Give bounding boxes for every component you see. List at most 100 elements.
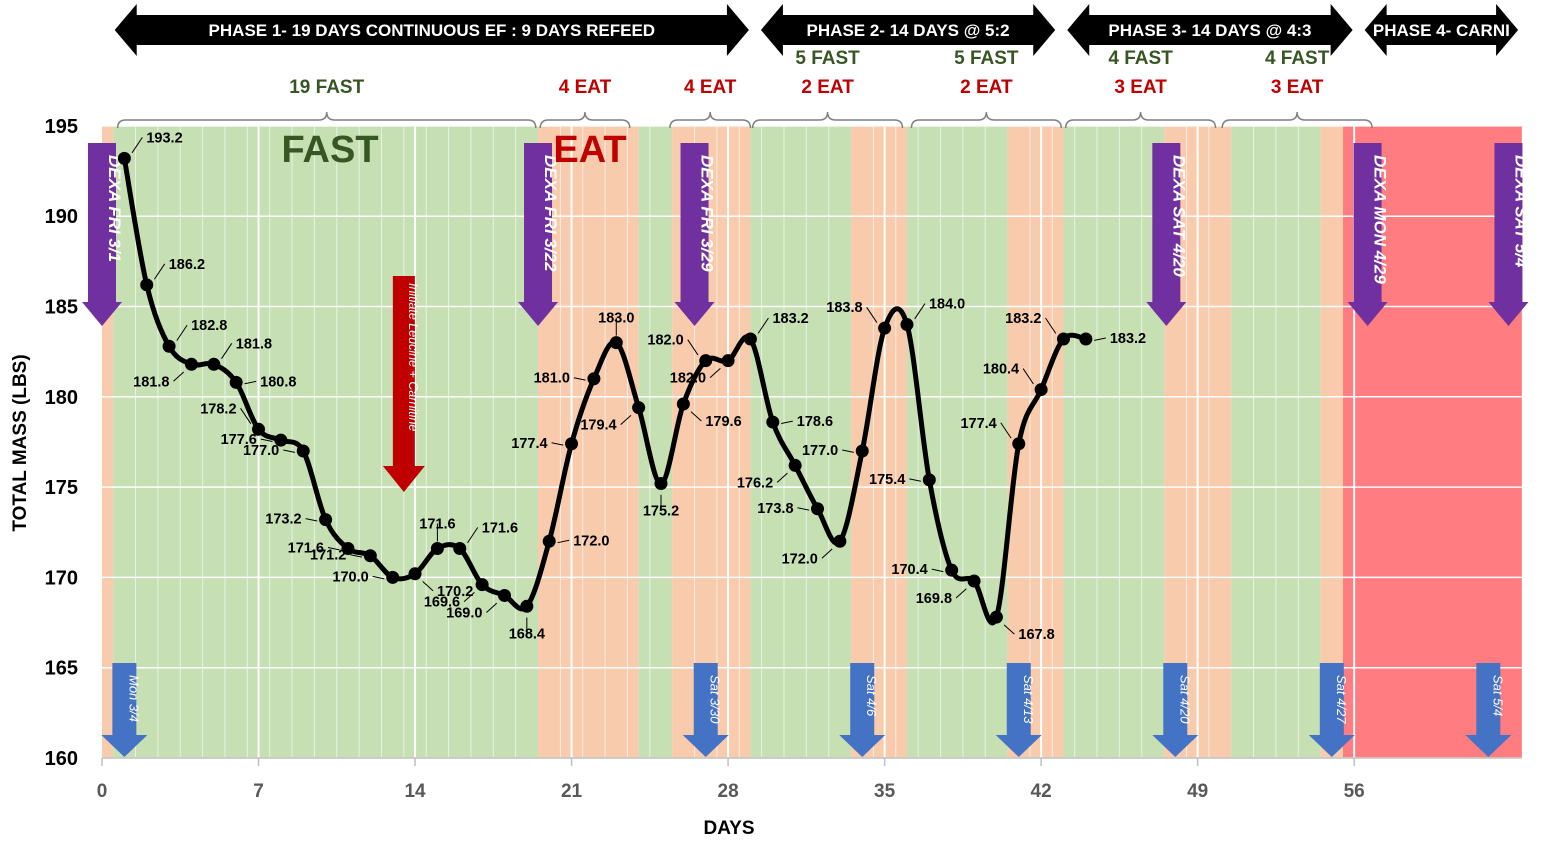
data-point	[967, 574, 981, 588]
data-point	[1012, 437, 1026, 451]
data-point	[386, 570, 400, 584]
brace-eat-label: 2 EAT	[801, 77, 854, 98]
phase-banner: PHASE 1- 19 DAYS CONTINUOUS EF : 9 DAYS …	[114, 4, 1519, 56]
y-tick-label: 165	[45, 658, 78, 680]
label-leader	[1003, 624, 1015, 635]
data-point	[1079, 332, 1093, 346]
label-leader	[221, 343, 233, 359]
data-label: 180.4	[983, 362, 1019, 378]
y-tick-label: 180	[45, 387, 78, 409]
x-tick-label: 7	[253, 781, 264, 802]
label-leader	[244, 380, 257, 385]
data-label: 183.2	[1110, 331, 1146, 347]
eat-annotation: EAT	[553, 129, 626, 171]
brace-4	[751, 111, 904, 129]
phase-label-4: PHASE 4- CARNI	[1373, 21, 1510, 40]
data-label: 184.0	[929, 297, 965, 313]
data-label: 177.6	[221, 432, 257, 448]
data-label: 183.0	[598, 311, 634, 327]
band-eat	[851, 125, 907, 758]
y-tick-label: 175	[45, 477, 78, 499]
data-point	[565, 437, 579, 451]
weigh-in-arrow	[839, 663, 886, 757]
fast-eat-bands	[102, 125, 1522, 758]
data-point	[833, 534, 847, 548]
data-label: 182.8	[191, 318, 227, 334]
dexa-label: DEXA MON 4/29	[1371, 155, 1390, 284]
weigh-in-arrow	[682, 663, 729, 757]
label-leader	[573, 377, 586, 381]
band-eat	[1320, 125, 1343, 758]
data-point	[587, 372, 601, 386]
data-label: 171.6	[288, 541, 324, 557]
data-point	[252, 422, 266, 436]
band-fast	[750, 125, 852, 758]
label-leader	[551, 442, 564, 446]
brace-7	[1221, 111, 1373, 129]
label-leader	[757, 317, 769, 334]
weigh-in-label: Sat 4/13	[1021, 675, 1036, 724]
data-label: 171.6	[419, 517, 455, 533]
band-fast	[638, 125, 673, 758]
label-leader	[797, 507, 810, 511]
data-label: 182.0	[647, 333, 683, 349]
data-point	[721, 354, 735, 368]
data-point	[319, 513, 333, 527]
data-point	[743, 332, 757, 346]
label-leader	[305, 518, 318, 522]
label-leader	[557, 539, 570, 544]
dexa-label: DEXA FRI 3/22	[541, 155, 560, 272]
label-leader	[260, 438, 273, 443]
phase-label-1: PHASE 1- 19 DAYS CONTINUOUS EF : 9 DAYS …	[209, 21, 656, 40]
y-tick-label: 160	[45, 748, 78, 770]
data-point	[788, 458, 802, 472]
data-label: 186.2	[169, 257, 205, 273]
weight-line	[121, 157, 1087, 626]
x-axis-title: DAYS	[703, 818, 754, 839]
y-axis-title: TOTAL MASS (LBS)	[10, 354, 31, 531]
label-leader	[154, 263, 166, 280]
data-label: 178.6	[797, 414, 833, 430]
leucine-label: Initiate Leucine + Carnitine	[406, 283, 420, 431]
weigh-in-label: Sat 3/30	[708, 675, 723, 724]
data-point	[341, 542, 355, 556]
x-tick-label: 0	[97, 781, 108, 802]
phase-arrow-2	[760, 4, 1056, 56]
data-label: 183.2	[772, 311, 808, 327]
label-leader	[173, 371, 185, 382]
label-leader	[1022, 368, 1034, 385]
weigh-in-arrow	[101, 663, 148, 757]
label-leader	[620, 414, 632, 426]
brace-fast-label: 4 FAST	[1265, 48, 1330, 69]
data-label: 171.2	[310, 548, 346, 564]
brace-fast-label: 5 FAST	[795, 48, 860, 69]
brace-eat-label: 4 EAT	[559, 77, 612, 98]
data-point	[520, 599, 534, 613]
dexa-label: DEXA FRI 3/1	[105, 155, 124, 262]
brace-eat-label: 2 EAT	[960, 77, 1013, 98]
label-leader	[687, 339, 699, 356]
label-leader	[240, 408, 252, 424]
x-tick-label: 35	[874, 781, 896, 802]
data-point	[162, 339, 176, 353]
label-leader	[372, 575, 385, 580]
data-point	[989, 610, 1003, 624]
data-label: 173.8	[757, 501, 793, 517]
weigh-in-arrow	[1465, 663, 1512, 757]
data-label: 179.4	[580, 418, 616, 434]
data-label: 167.8	[1018, 627, 1054, 643]
data-label: 182.0	[670, 371, 706, 387]
data-label: 178.2	[200, 401, 236, 417]
label-leader	[690, 411, 702, 422]
brace-3	[669, 111, 752, 129]
data-point	[140, 278, 154, 292]
label-leader	[955, 588, 967, 599]
x-tick-label: 56	[1344, 781, 1365, 802]
x-tick-label: 14	[404, 781, 426, 802]
data-point	[632, 401, 646, 415]
label-leader	[1000, 422, 1012, 439]
brace-eat-label: 3 EAT	[1114, 77, 1167, 98]
dexa-arrow	[1488, 143, 1529, 326]
label-leader	[327, 547, 340, 551]
data-label: 177.0	[243, 443, 279, 459]
